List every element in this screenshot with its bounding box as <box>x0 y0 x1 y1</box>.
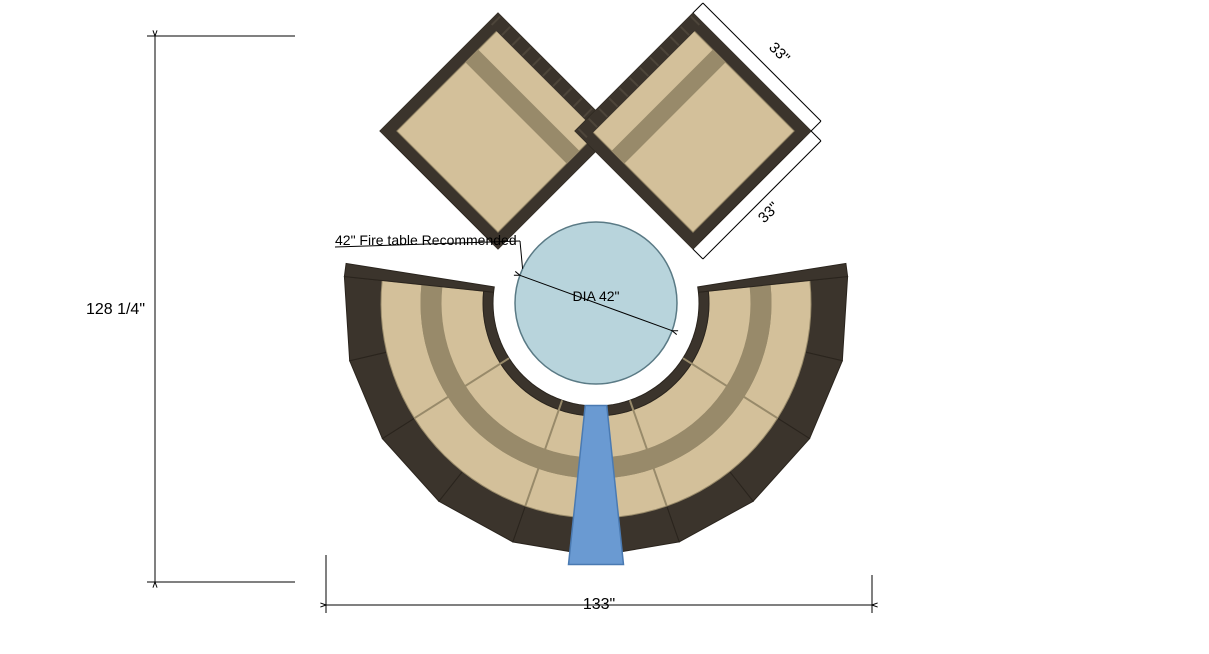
height-dim-label: 128 1/4" <box>86 301 145 318</box>
width-dim-label: 133" <box>583 596 615 613</box>
chair-dim-1: 33" <box>765 39 793 67</box>
fire-table-dia-label: DIA 42" <box>573 288 620 304</box>
fire-table-note: 42" Fire table Recommended <box>335 232 517 248</box>
